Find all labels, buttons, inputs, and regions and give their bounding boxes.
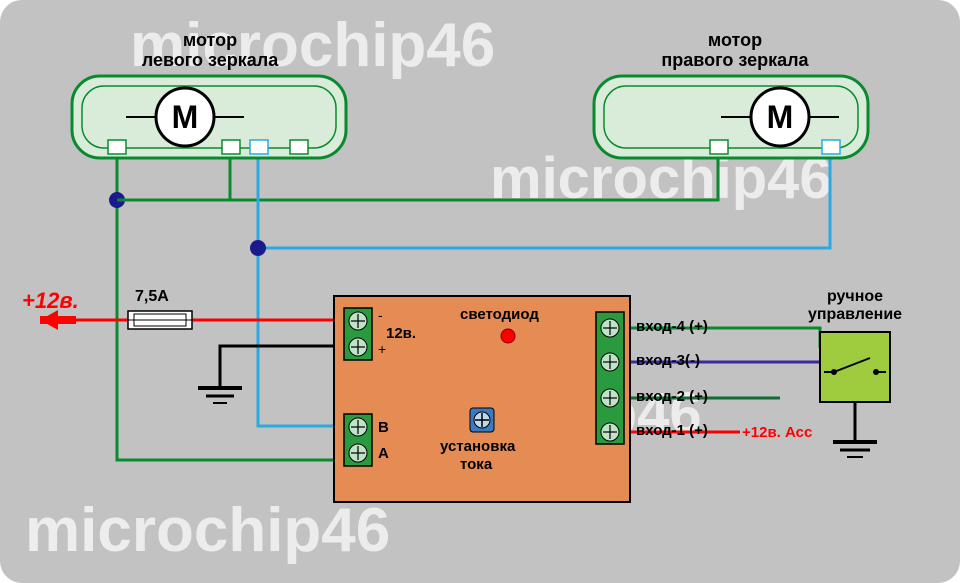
terminal-block-power: - + 12в. [344, 307, 416, 360]
right-motor-label-2: правого зеркала [650, 50, 820, 71]
watermark: microchip46 [490, 145, 832, 212]
svg-text:M: M [767, 99, 794, 135]
svg-text:-: - [378, 307, 383, 323]
input3-label: вход-3(-) [636, 352, 700, 369]
right-motor: M [594, 76, 868, 158]
watermark: microchip46 [25, 495, 390, 566]
led-label: светодиод [460, 306, 539, 323]
acc-label: +12в. Асс [742, 424, 812, 441]
right-motor-label-1: мотор [650, 30, 820, 51]
svg-text:А: А [378, 445, 389, 462]
fuse [128, 311, 192, 329]
input1-label: вход-1 (+) [636, 422, 708, 439]
left-motor-label-2: левого зеркала [130, 50, 290, 71]
pot-label-2: тока [460, 456, 492, 473]
pot-label-1: установка [440, 438, 515, 455]
fuse-label: 7,5А [135, 288, 169, 306]
svg-text:12в.: 12в. [386, 325, 416, 342]
svg-text:+: + [378, 341, 386, 357]
terminal-block-inputs [596, 312, 624, 444]
svg-text:В: В [378, 419, 389, 436]
left-motor-label-1: мотор [130, 30, 290, 51]
power-12v-label: +12в. [22, 288, 79, 314]
potentiometer-icon [470, 408, 494, 432]
left-motor: M [72, 76, 346, 158]
switch-label-2: управление [800, 306, 910, 324]
input2-label: вход-2 (+) [636, 388, 708, 405]
manual-switch [820, 332, 890, 402]
terminal-block-motor: В А [344, 414, 389, 466]
switch-label-1: ручное [800, 288, 910, 306]
diagram-canvas: microchip46 microchip46 microchip46 micr… [0, 0, 960, 583]
input4-label: вход-4 (+) [636, 318, 708, 335]
svg-text:M: M [172, 99, 199, 135]
